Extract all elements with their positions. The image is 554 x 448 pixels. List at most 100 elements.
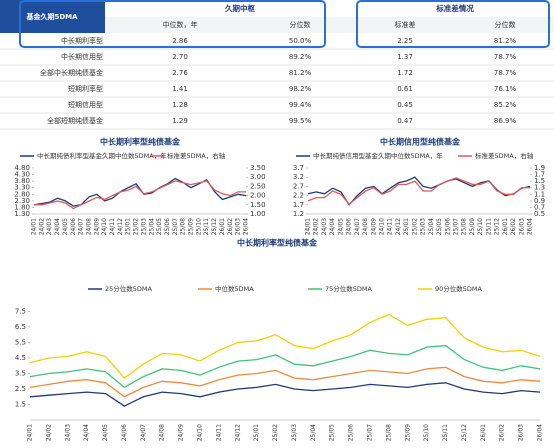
x-tick-label: 26/03 [518,424,525,441]
y-tick-label: 6.5 [15,323,26,331]
subheader-row [105,17,554,33]
x-tick-label: 25/04 [148,218,155,235]
y-tick-label: 2.80 [14,190,30,198]
y-tick-label: 3.00 [250,173,266,181]
x-tick-label: 24/01 [27,424,34,441]
table-cell: 99.4% [289,101,312,109]
x-tick-label: 24/05 [102,424,109,441]
table-cell: 1.41 [172,85,188,93]
y-tick-label: 1.3 [534,184,545,192]
x-tick-label: 24/04 [329,218,336,235]
subheader: 分位数 [290,20,311,29]
chart-title: 中长期信用型纯债基金 [380,137,461,147]
x-tick-label: 24/07 [140,424,147,441]
y-tick-label: 3.80 [14,177,30,185]
chart-title: 中长期利率型纯债基金 [237,238,318,248]
y-tick-label: 1.80 [14,203,30,211]
x-tick-label: 25/05 [156,218,163,235]
y-tick-label: 1.9 [534,164,545,172]
x-tick-label: 25/09 [469,218,476,235]
x-tick-label: 25/01 [125,218,132,235]
table-cell: 99.5% [289,117,312,125]
y-tick-label: 4.30 [14,171,30,179]
x-tick-label: 25/10 [195,218,202,235]
x-tick-label: 24/08 [362,218,369,235]
corner-label: 基金久期5DMA [25,12,78,21]
x-tick-label: 25/01 [403,218,410,235]
table-cell: 0.61 [397,85,413,93]
y-tick-label: 2.2 [293,192,304,200]
y-tick-label: 1.1 [534,190,545,198]
x-tick-label: 25/11 [442,424,449,441]
table-cell: 89.2% [289,53,312,61]
x-tick-label: 24/01 [31,218,38,235]
y-tick-label: 3.2 [293,173,304,181]
y-tick-label: 2.50 [250,182,266,190]
group-header: 久期中枢 [224,3,255,13]
table-cell: 81.2% [289,69,312,77]
y-tick-label: 1.00 [250,210,266,218]
x-tick-label: 25/06 [444,218,451,235]
legend-label: 90分位数5DMA [435,284,483,293]
x-tick-label: 26/04 [527,218,534,235]
x-tick-label: 24/04 [54,218,61,235]
x-tick-label: 24/06 [70,218,77,235]
x-tick-label: 24/11 [215,424,222,441]
x-tick-label: 25/11 [485,218,492,235]
x-tick-label: 24/09 [370,218,377,235]
legend-label: 中长期纯债利率型基金久期中位数5DMA，年 [37,151,167,160]
table-cell: 85.2% [494,101,517,109]
x-tick-label: 24/06 [121,424,128,441]
y-tick-label: 1.5 [15,401,26,409]
corner-cell [0,0,105,33]
x-tick-label: 24/10 [101,218,108,235]
table-cell: 2.76 [172,69,188,77]
x-tick-label: 24/11 [387,218,394,235]
series-line [29,344,541,389]
series-line [29,366,541,398]
group-header: 标准差情况 [435,3,474,13]
x-tick-label: 25/03 [140,218,147,235]
series-line [29,382,541,407]
table-cell: 50.0% [289,37,312,45]
x-tick-label: 24/03 [46,218,53,235]
row-label: 中长期信用型 [61,52,103,61]
x-tick-label: 24/09 [93,218,100,235]
table-cell: 1.29 [172,117,188,125]
series-line [307,177,530,206]
y-tick-label: 2.7 [293,182,304,190]
y-tick-label: 3.50 [250,164,266,172]
x-tick-label: 25/06 [164,218,171,235]
x-tick-label: 25/08 [461,218,468,235]
y-tick-label: 0.5 [534,210,545,218]
row-label: 中长期利率型 [61,36,103,45]
table-cell: 86.9% [494,117,517,125]
table-cell: 81.2% [494,37,517,45]
table-cell: 1.28 [172,101,188,109]
x-tick-label: 25/04 [310,424,317,441]
y-tick-label: 0.7 [534,203,545,211]
row-label: 短期利率型 [68,84,103,93]
table-cell: 2.86 [172,37,188,45]
y-tick-label: 2.00 [250,192,266,200]
highlight-box [19,0,326,48]
table-cell: 2.70 [172,53,188,61]
y-tick-label: 3.30 [14,184,30,192]
y-tick-label: 1.7 [534,171,545,179]
x-tick-label: 26/02 [227,218,234,235]
legend-label: 25分位数5DMA [105,284,153,293]
x-tick-label: 24/12 [395,218,402,235]
x-tick-label: 25/02 [272,424,279,441]
y-tick-label: 1.50 [250,201,266,209]
x-tick-label: 24/12 [234,424,241,441]
y-tick-label: 1.2 [293,210,304,218]
x-tick-label: 25/03 [291,424,298,441]
x-tick-label: 26/02 [510,218,517,235]
y-tick-label: 1.5 [534,177,545,185]
x-tick-label: 24/02 [45,424,52,441]
x-tick-label: 24/10 [379,218,386,235]
x-tick-label: 24/04 [83,424,90,441]
x-tick-label: 24/06 [346,218,353,235]
